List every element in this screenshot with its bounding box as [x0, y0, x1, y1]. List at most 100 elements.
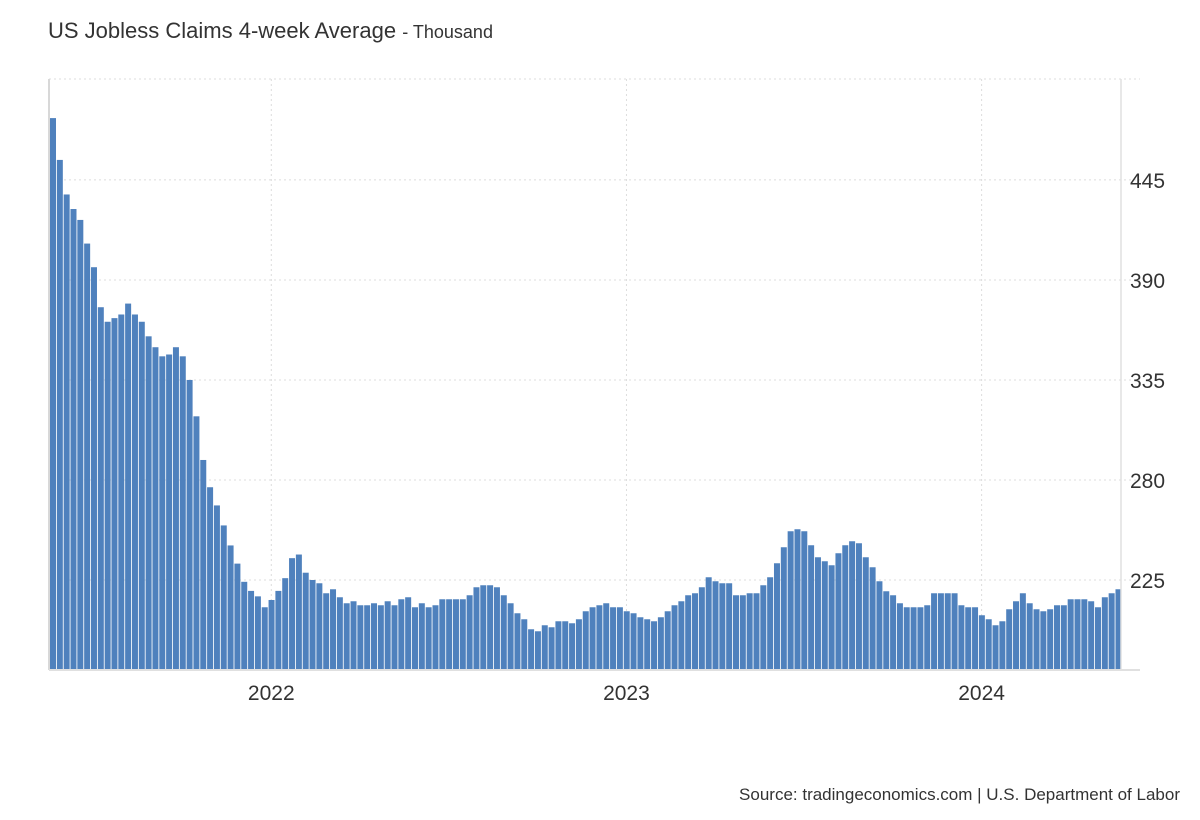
bar — [166, 354, 173, 670]
bar — [452, 599, 459, 670]
bar — [972, 607, 979, 670]
y-tick-label: 335 — [1130, 370, 1165, 393]
bar — [466, 595, 473, 670]
bar — [289, 558, 296, 670]
bar — [582, 611, 589, 670]
bar — [1006, 609, 1013, 670]
bar — [828, 565, 835, 670]
bar — [234, 563, 241, 670]
bar — [411, 607, 418, 670]
bar — [610, 607, 617, 670]
bar — [97, 307, 104, 670]
bar — [931, 593, 938, 670]
bar — [193, 416, 200, 670]
bar — [111, 318, 118, 670]
bar — [855, 543, 862, 670]
bar — [903, 607, 910, 670]
bar — [794, 529, 801, 670]
bar — [678, 601, 685, 670]
bar — [890, 595, 897, 670]
bar — [1060, 605, 1067, 670]
bar — [644, 619, 651, 670]
bar — [801, 531, 808, 670]
bar — [746, 593, 753, 670]
bar — [910, 607, 917, 670]
bar — [282, 578, 289, 670]
bar — [118, 314, 125, 670]
bar — [459, 599, 466, 670]
bar — [541, 625, 548, 670]
bar — [480, 585, 487, 670]
bar — [917, 607, 924, 670]
bar — [835, 553, 842, 670]
bar — [63, 194, 70, 670]
bar — [220, 525, 227, 670]
bar — [569, 623, 576, 670]
bar — [514, 613, 521, 670]
bar — [739, 595, 746, 670]
bar — [712, 581, 719, 670]
bar — [323, 593, 330, 670]
bar — [1026, 603, 1033, 670]
bar — [336, 597, 343, 670]
bar — [896, 603, 903, 670]
bar — [1074, 599, 1081, 670]
y-tick-label: 280 — [1130, 470, 1165, 493]
source-note: Source: tradingeconomics.com | U.S. Depa… — [739, 785, 1180, 804]
bar — [343, 603, 350, 670]
bar — [309, 579, 316, 670]
bar — [1013, 601, 1020, 670]
bar — [808, 545, 815, 670]
bar — [350, 601, 357, 670]
bar — [951, 593, 958, 670]
bar — [384, 601, 391, 670]
bar — [241, 581, 248, 670]
chart-unit-label: - Thousand — [402, 22, 493, 42]
bar — [733, 595, 739, 670]
bar — [1081, 599, 1088, 670]
bar — [651, 621, 658, 670]
bar — [131, 314, 138, 670]
bar — [958, 605, 965, 670]
bar — [371, 603, 378, 670]
bar — [562, 621, 569, 670]
bar — [978, 615, 985, 670]
bar — [493, 587, 500, 670]
bar — [268, 599, 275, 670]
bar — [575, 619, 582, 670]
bar — [603, 603, 610, 670]
bar — [528, 629, 535, 670]
bar — [302, 572, 309, 670]
bar — [207, 487, 214, 670]
y-tick-label: 445 — [1130, 170, 1165, 193]
tick-labels: 225 280 335 390 445 2022 2023 2024 — [248, 170, 1165, 705]
bar — [90, 267, 97, 670]
bar — [50, 118, 56, 671]
bar — [1094, 607, 1101, 670]
bar — [425, 607, 432, 670]
bar — [1033, 609, 1040, 670]
bar — [1040, 611, 1047, 670]
bar — [773, 563, 780, 670]
bar — [172, 347, 179, 670]
bar — [500, 595, 507, 670]
bar — [56, 159, 63, 671]
bar — [705, 577, 712, 670]
y-tick-label: 225 — [1130, 570, 1165, 593]
bar — [418, 603, 425, 670]
bar — [842, 545, 849, 670]
bar — [1054, 605, 1061, 670]
bar — [849, 541, 856, 670]
x-tick-label: 2023 — [603, 682, 650, 705]
bar — [473, 587, 480, 670]
bar — [685, 595, 692, 670]
bar — [753, 593, 760, 670]
bar — [965, 607, 972, 670]
bar — [275, 590, 282, 670]
bar — [589, 607, 596, 670]
bar — [159, 356, 166, 670]
bar — [227, 545, 234, 670]
bar — [787, 531, 794, 670]
bar — [657, 617, 664, 670]
bar — [692, 593, 699, 670]
